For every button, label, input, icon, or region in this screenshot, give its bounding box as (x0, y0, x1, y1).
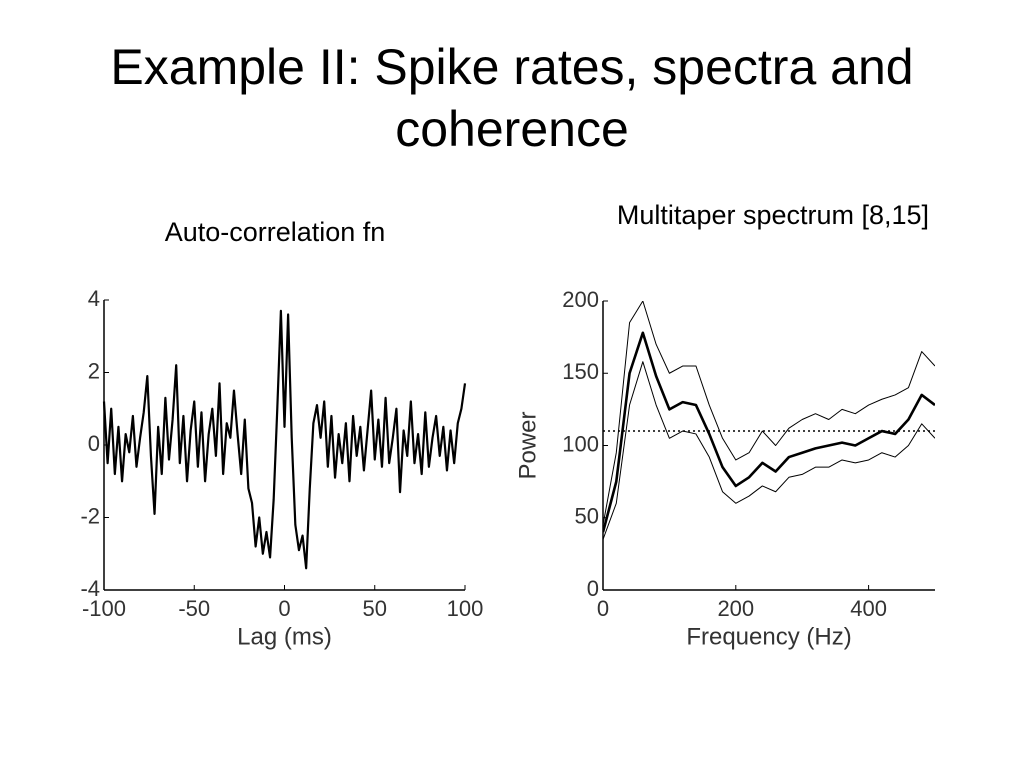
x-tick-label: 400 (850, 596, 887, 621)
x-axis-label: Lag (ms) (237, 623, 332, 650)
data-line (603, 331, 935, 533)
x-tick-label: 100 (447, 596, 484, 621)
y-tick-label: -2 (80, 503, 100, 528)
data-line (603, 301, 935, 526)
y-tick-label: -4 (80, 576, 100, 601)
y-tick-label: 200 (562, 287, 599, 312)
x-tick-label: -50 (178, 596, 210, 621)
y-tick-label: 2 (88, 358, 100, 383)
x-tick-label: 0 (278, 596, 290, 621)
y-tick-label: 4 (88, 286, 100, 311)
x-tick-label: 200 (717, 596, 754, 621)
y-tick-label: 0 (587, 576, 599, 601)
chart-title: Auto-correlation fn (164, 217, 386, 247)
x-tick-label: -100 (82, 596, 126, 621)
y-tick-label: 100 (562, 431, 599, 456)
y-tick-label: 150 (562, 359, 599, 384)
y-axis-label: Power (514, 411, 541, 479)
x-tick-label: 50 (363, 596, 387, 621)
data-line (102, 309, 467, 570)
chart-title: Multitaper spectrum [8,15] (616, 200, 930, 230)
plot-area (603, 301, 935, 540)
data-line (603, 361, 935, 540)
y-tick-label: 50 (575, 504, 599, 529)
slide-title: Example II: Spike rates, spectra and coh… (110, 39, 914, 157)
plot-area (102, 309, 467, 570)
x-tick-label: 0 (597, 596, 609, 621)
x-axis-label: Frequency (Hz) (686, 623, 851, 650)
y-tick-label: 0 (88, 431, 100, 456)
